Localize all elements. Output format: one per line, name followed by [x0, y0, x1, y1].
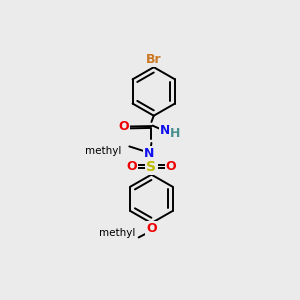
Text: N: N — [144, 147, 154, 160]
Text: O: O — [118, 120, 129, 133]
Text: H: H — [170, 127, 180, 140]
Text: O: O — [146, 222, 157, 235]
Text: N: N — [160, 124, 170, 137]
Text: methyl: methyl — [85, 146, 121, 157]
Text: Br: Br — [146, 52, 162, 66]
Text: O: O — [166, 160, 176, 173]
Text: methyl: methyl — [99, 228, 135, 238]
Text: S: S — [146, 160, 156, 173]
Text: O: O — [126, 160, 137, 173]
